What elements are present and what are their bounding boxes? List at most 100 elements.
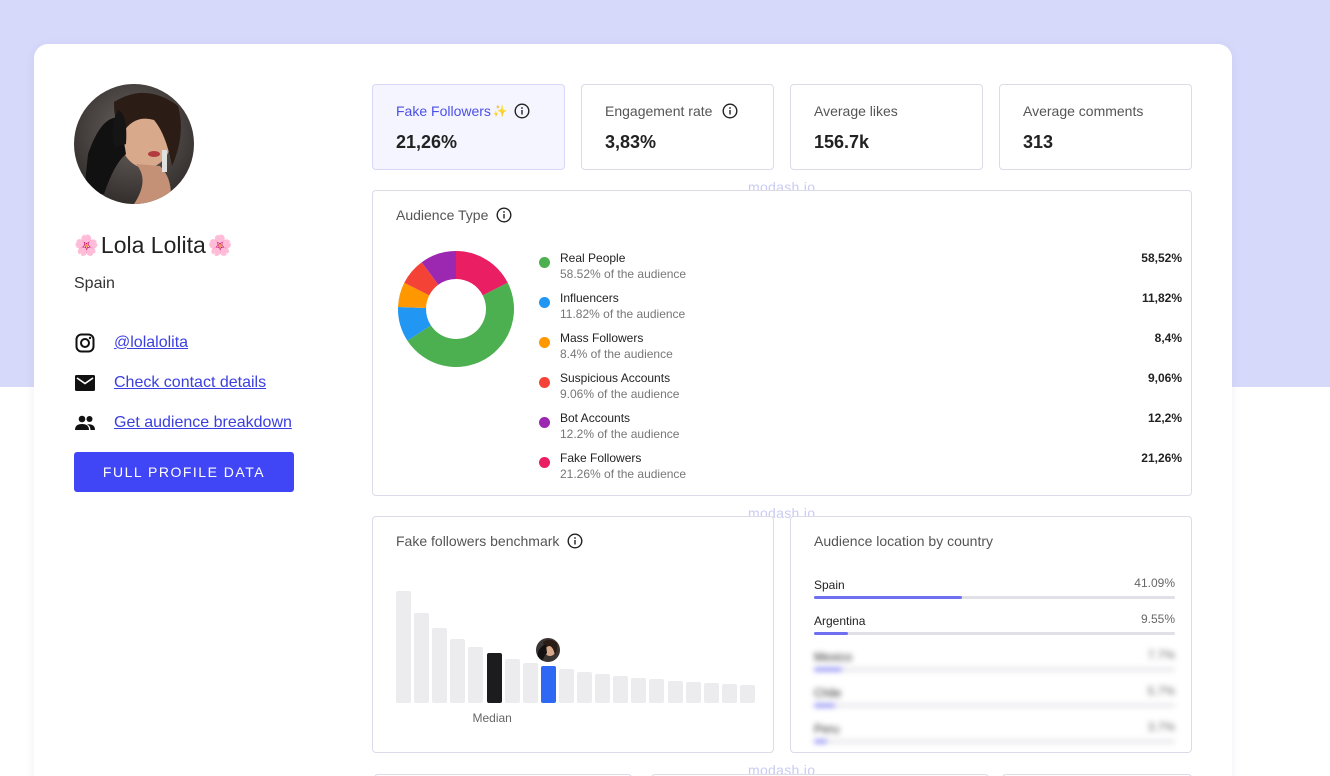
stat-average-comments[interactable]: Average comments 313 bbox=[999, 84, 1192, 170]
benchmark-bar bbox=[522, 662, 538, 703]
country-bar-fill bbox=[814, 632, 849, 635]
benchmark-bar bbox=[396, 591, 411, 703]
stat-label: Fake Followers ✨ bbox=[396, 101, 541, 121]
audience-link-row[interactable]: Get audience breakdown bbox=[74, 412, 292, 434]
country-bar-fill bbox=[814, 668, 842, 671]
panel-title: Audience Type bbox=[396, 207, 512, 223]
instagram-link-row[interactable]: @lolalolita bbox=[74, 332, 188, 354]
benchmark-bar bbox=[667, 680, 683, 703]
country-bar-track bbox=[814, 632, 1175, 635]
profile-card: 🌸 Lola Lolita 🌸 Spain @lolalolita Check … bbox=[34, 44, 1232, 776]
benchmark-bar bbox=[721, 683, 737, 703]
country-name: Chile bbox=[814, 686, 842, 700]
panel-title-text: Audience Type bbox=[396, 207, 489, 223]
contact-details-link[interactable]: Check contact details bbox=[114, 374, 267, 391]
legend-dot bbox=[539, 257, 550, 268]
legend-subtext: 9.06% of the audience bbox=[560, 387, 680, 401]
country-bar-fill bbox=[814, 704, 835, 707]
legend-percentage: 8,4% bbox=[1154, 331, 1182, 345]
country-percentage: 9.55% bbox=[1140, 612, 1175, 626]
country-percentage: 5.7% bbox=[1147, 684, 1175, 698]
flower-emoji: 🌸 bbox=[207, 235, 233, 257]
benchmark-bar bbox=[432, 627, 448, 703]
stat-value: 156.7k bbox=[814, 132, 870, 152]
legend-name: Fake Followers bbox=[560, 451, 642, 465]
legend-item: Mass Followers 8.4% of the audience 8,4% bbox=[539, 331, 1182, 365]
median-bar bbox=[486, 653, 502, 703]
audience-location-panel: Audience location by country Spain 41.09%… bbox=[790, 516, 1192, 753]
info-icon[interactable] bbox=[722, 103, 738, 119]
country-name: Argentina bbox=[814, 614, 866, 628]
contact-link-row[interactable]: Check contact details bbox=[74, 372, 266, 394]
legend-dot bbox=[539, 417, 550, 428]
legend-item: Real People 58.52% of the audience 58,52% bbox=[539, 251, 1182, 285]
legend-item: Bot Accounts 12.2% of the audience 12,2% bbox=[539, 411, 1182, 445]
benchmark-bar bbox=[649, 679, 665, 703]
info-icon[interactable] bbox=[514, 103, 530, 119]
watermark: modash.io bbox=[748, 762, 816, 776]
panel-title: Fake followers benchmark bbox=[396, 533, 583, 549]
benchmark-bar bbox=[631, 678, 647, 703]
stat-label: Average comments bbox=[1023, 103, 1144, 119]
country-name: Peru bbox=[814, 722, 840, 736]
legend-item: Influencers 11.82% of the audience 11,82% bbox=[539, 291, 1182, 325]
stat-fake-followers[interactable]: Fake Followers ✨ 21,26% bbox=[372, 84, 565, 170]
people-icon bbox=[74, 412, 96, 434]
stat-label: Engagement rate bbox=[605, 101, 750, 121]
legend-dot bbox=[539, 457, 550, 468]
benchmark-bar bbox=[739, 685, 755, 703]
stat-average-likes[interactable]: Average likes 156.7k bbox=[790, 84, 983, 170]
median-label: Median bbox=[472, 711, 512, 725]
audience-breakdown-link[interactable]: Get audience breakdown bbox=[114, 414, 292, 431]
legend-percentage: 12,2% bbox=[1147, 411, 1182, 425]
instagram-handle-link[interactable]: @lolalolita bbox=[114, 334, 189, 351]
info-icon[interactable] bbox=[567, 533, 583, 549]
info-icon[interactable] bbox=[496, 207, 512, 223]
benchmark-bar bbox=[577, 671, 592, 703]
legend-subtext: 58.52% of the audience bbox=[560, 267, 687, 281]
legend-subtext: 8.4% of the audience bbox=[560, 347, 673, 361]
profile-name: 🌸 Lola Lolita 🌸 bbox=[74, 232, 233, 259]
country-row: Argentina 9.55% bbox=[814, 612, 1175, 638]
panel-title-text: Fake followers benchmark bbox=[396, 533, 560, 549]
country-percentage: 41.09% bbox=[1134, 576, 1175, 590]
benchmark-bar bbox=[504, 659, 520, 703]
country-percentage: 3.7% bbox=[1147, 720, 1175, 734]
stat-label-text: Engagement rate bbox=[605, 103, 713, 119]
profile-name-text: Lola Lolita bbox=[100, 232, 206, 258]
donut-slice-suspicious-accounts[interactable] bbox=[404, 262, 439, 296]
donut-slice-fake-followers[interactable] bbox=[456, 251, 508, 296]
legend-percentage: 9,06% bbox=[1147, 371, 1182, 385]
flower-emoji: 🌸 bbox=[74, 235, 99, 257]
legend-subtext: 12.2% of the audience bbox=[560, 427, 680, 441]
stat-value: 3,83% bbox=[605, 132, 657, 152]
full-profile-data-button[interactable]: FULL PROFILE DATA bbox=[74, 452, 294, 492]
donut-slice-influencers[interactable] bbox=[398, 307, 431, 341]
legend-item: Suspicious Accounts 9.06% of the audience… bbox=[539, 371, 1182, 405]
panel-title: Audience location by country bbox=[814, 533, 993, 549]
country-name: Spain bbox=[814, 578, 845, 592]
donut-slice-bot-accounts[interactable] bbox=[421, 251, 456, 285]
donut-slice-real-people[interactable] bbox=[407, 282, 514, 368]
profile-country: Spain bbox=[74, 275, 115, 292]
current-profile-marker-avatar bbox=[536, 638, 561, 662]
legend-name: Suspicious Accounts bbox=[560, 371, 671, 385]
panel-title-text: Audience location by country bbox=[814, 533, 993, 549]
legend-dot bbox=[539, 297, 550, 308]
benchmark-bar bbox=[595, 673, 611, 703]
country-row: Chile 5.7% bbox=[814, 684, 1175, 710]
mail-icon bbox=[74, 372, 96, 394]
sparkle-icon: ✨ bbox=[492, 104, 508, 118]
donut-slice-mass-followers[interactable] bbox=[398, 282, 430, 308]
avatar bbox=[74, 84, 194, 204]
legend-dot bbox=[539, 377, 550, 388]
country-row: Mexico 7.7% bbox=[814, 648, 1175, 674]
legend-item: Fake Followers 21.26% of the audience 21,2… bbox=[539, 451, 1182, 485]
current-profile-bar bbox=[540, 666, 556, 703]
stat-engagement-rate[interactable]: Engagement rate 3,83% bbox=[581, 84, 774, 170]
stat-value: 313 bbox=[1023, 132, 1054, 152]
legend-subtext: 21.26% of the audience bbox=[560, 467, 687, 481]
instagram-icon bbox=[74, 332, 96, 354]
audience-type-donut-chart bbox=[398, 251, 514, 368]
country-bar-fill bbox=[814, 740, 828, 743]
